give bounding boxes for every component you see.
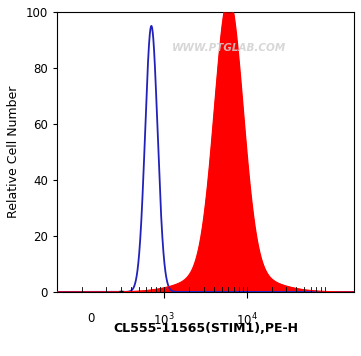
Text: 0: 0 (87, 312, 95, 325)
X-axis label: CL555-11565(STIM1),PE-H: CL555-11565(STIM1),PE-H (113, 323, 298, 335)
Text: WWW.PTGLAB.COM: WWW.PTGLAB.COM (172, 43, 286, 53)
Y-axis label: Relative Cell Number: Relative Cell Number (7, 86, 20, 218)
Text: $10^3$: $10^3$ (153, 312, 175, 328)
Text: $10^4$: $10^4$ (236, 312, 258, 328)
